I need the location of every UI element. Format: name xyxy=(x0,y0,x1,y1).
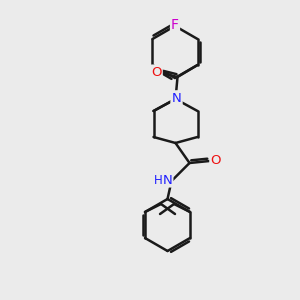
Text: N: N xyxy=(163,173,172,187)
Text: H: H xyxy=(154,173,163,187)
Text: F: F xyxy=(171,18,179,32)
Text: O: O xyxy=(210,154,221,166)
Text: N: N xyxy=(172,92,182,104)
Text: N: N xyxy=(172,92,182,104)
Text: O: O xyxy=(151,65,162,79)
